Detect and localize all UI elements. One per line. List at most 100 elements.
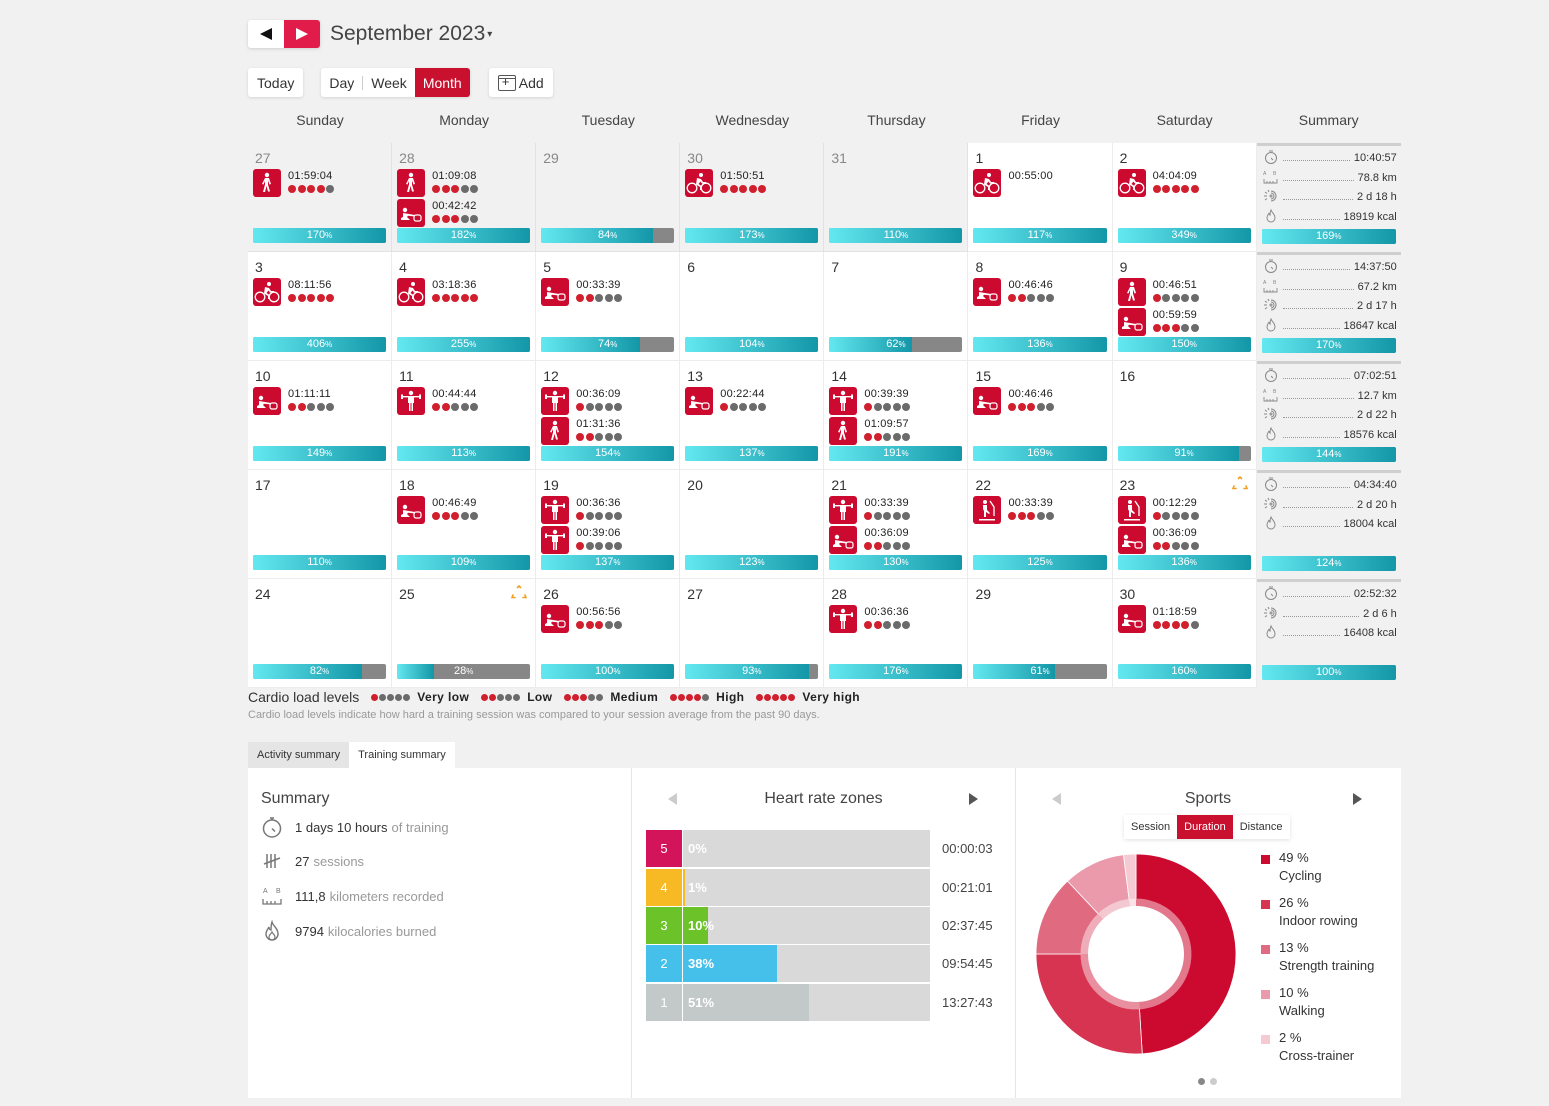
training-session[interactable]: 01:09:57 [829,417,912,446]
day-cell[interactable]: 13 00:22:44 137% [680,361,825,470]
training-session[interactable]: 00:36:36 [829,605,912,634]
previous-month-button[interactable] [248,20,284,48]
day-cell[interactable]: 3 08:11:56 406% [248,252,393,361]
day-cell[interactable]: 30 01:50:51 173% [680,143,825,252]
view-week-button[interactable]: Week [371,74,407,91]
day-cell[interactable]: 27 01:59:04 170% [248,143,393,252]
day-cell[interactable]: 24 82% [248,579,393,688]
training-session[interactable]: 00:39:06 [541,526,624,555]
view-month-button[interactable]: Month [414,68,470,97]
day-cell[interactable]: 20 123% [680,470,825,579]
training-session[interactable]: 00:46:46 [973,278,1056,307]
pager-dot-active[interactable] [1198,1078,1205,1085]
day-cell[interactable]: 4 03:18:36 255% [392,252,537,361]
sports-legend-item: 13 % Strength training [1261,940,1374,973]
hr-next-button[interactable] [969,793,978,805]
training-session[interactable]: 00:44:44 [397,387,480,416]
training-session[interactable]: 01:18:59 [1117,605,1201,634]
mode-duration-button[interactable]: Duration [1177,815,1233,839]
training-session[interactable]: 00:59:59 [1117,308,1201,337]
training-session[interactable]: 01:09:08 [397,169,480,198]
session-duration: 00:42:42 [432,200,477,212]
day-cell[interactable]: 7 62% [824,252,969,361]
day-cell[interactable]: 26 00:56:56 100% [536,579,681,688]
day-cell[interactable]: 12 00:36:09 01:31:36 154% [536,361,681,470]
training-session[interactable]: 00:46:46 [973,387,1056,416]
training-session[interactable]: 00:33:39 [973,496,1056,525]
training-session[interactable]: 01:11:11 [253,387,336,416]
mode-session-button[interactable]: Session [1124,815,1178,839]
day-cell[interactable]: 14 00:39:39 01:09:57 191% [824,361,969,470]
day-cell[interactable]: 30 01:18:59 160% [1112,579,1257,688]
training-session[interactable]: 01:59:04 [253,169,336,198]
training-session[interactable]: 01:31:36 [541,417,624,446]
summary-label: kilometers recorded [329,888,444,904]
training-session[interactable]: 08:11:56 [253,278,336,307]
sports-prev-button[interactable] [1052,793,1061,805]
daily-goal-fill [685,228,819,243]
day-cell[interactable]: 5 00:33:39 74% [536,252,681,361]
percent-suffix: % [1045,231,1053,240]
day-cell[interactable]: 16 91% [1112,361,1257,470]
day-cell[interactable]: 17 110% [248,470,393,579]
load-dot [576,512,585,520]
day-cell[interactable]: 6 104% [680,252,825,361]
day-cell[interactable]: 25 28% [392,579,537,688]
day-cell[interactable]: 19 00:36:36 00:39:06 137% [536,470,681,579]
training-session[interactable]: 00:39:39 [829,387,912,416]
day-cell[interactable]: 10 01:11:11 149% [248,361,393,470]
day-cell[interactable]: 1 00:55:00 117% [968,143,1113,252]
training-session[interactable]: 00:36:09 [1117,526,1201,555]
add-button[interactable]: Add [488,68,553,97]
day-cell[interactable]: 29 61% [968,579,1113,688]
daily-goal-label: 125% [973,555,1106,570]
training-session[interactable]: 00:56:56 [541,605,624,634]
training-session[interactable]: 00:46:51 [1117,278,1201,307]
warning-icon[interactable] [1231,475,1248,490]
training-session[interactable]: 00:22:44 [685,387,768,416]
hr-prev-button[interactable] [668,793,677,805]
day-cell[interactable]: 15 00:46:46 169% [968,361,1113,470]
day-cell[interactable]: 28 00:36:36 176% [824,579,969,688]
tab-activity-summary[interactable]: Activity summary [248,742,350,768]
training-session[interactable]: 00:46:49 [397,496,480,525]
day-cell[interactable]: 2 04:04:09 349% [1112,143,1257,252]
day-cell[interactable]: 22 00:33:39 125% [968,470,1113,579]
mode-distance-button[interactable]: Distance [1232,815,1290,839]
load-dot [720,403,729,411]
training-session[interactable]: 01:50:51 [685,169,768,198]
training-session[interactable]: 00:36:36 [541,496,624,525]
training-session[interactable]: 00:55:00 [973,169,1053,198]
load-dot [451,512,460,520]
month-title-dropdown[interactable]: September 2023 ▾ [330,22,492,46]
day-cell[interactable]: 18 00:46:49 109% [392,470,537,579]
tab-training-summary[interactable]: Training summary [349,742,455,768]
daily-goal-label: 100% [1262,665,1396,680]
training-session[interactable]: 04:04:09 [1117,169,1201,198]
day-cell[interactable]: 31 110% [824,143,969,252]
view-day-button[interactable]: Day [329,74,355,91]
warning-icon[interactable] [511,584,528,599]
training-session[interactable]: 00:42:42 [397,199,480,228]
day-cell[interactable]: 11 00:44:44 113% [392,361,537,470]
today-button[interactable]: Today [248,68,304,97]
day-cell[interactable]: 21 00:33:39 00:36:09 130% [824,470,969,579]
training-session[interactable]: 00:33:39 [541,278,624,307]
summary-value: 04:34:40 [1353,479,1397,491]
training-session[interactable]: 00:36:09 [541,387,624,416]
load-dot [686,693,694,701]
session-info: 00:46:51 [1152,279,1201,307]
day-cell[interactable]: 9 00:46:51 00:59:59 150% [1112,252,1257,361]
training-session[interactable]: 03:18:36 [397,278,480,307]
training-session[interactable]: 00:12:29 [1117,496,1201,525]
day-cell[interactable]: 8 00:46:46 136% [968,252,1113,361]
sports-next-button[interactable] [1353,793,1362,805]
day-cell[interactable]: 29 84% [536,143,681,252]
day-cell[interactable]: 27 93% [680,579,825,688]
training-session[interactable]: 00:33:39 [829,496,912,525]
next-month-button[interactable] [284,20,320,48]
pager-dot[interactable] [1210,1078,1217,1085]
day-cell[interactable]: 23 00:12:29 00:36:09 136% [1112,470,1257,579]
day-cell[interactable]: 28 01:09:08 00:42:42 182% [392,143,537,252]
training-session[interactable]: 00:36:09 [829,526,912,555]
